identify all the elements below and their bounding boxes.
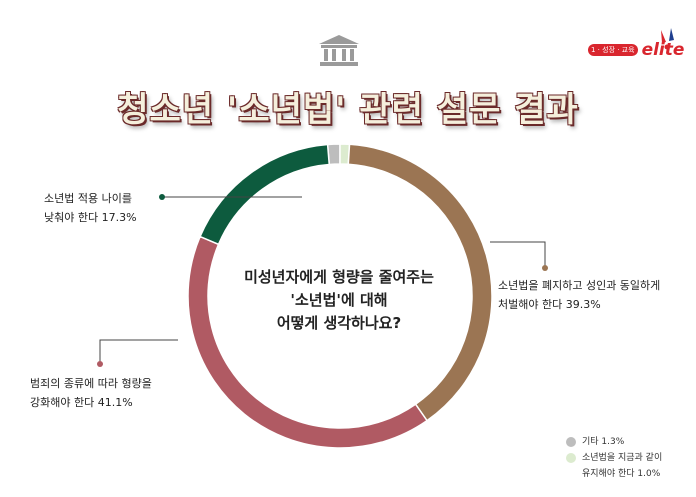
leader-line-crime bbox=[99, 339, 178, 364]
brand-logo: 1 · 성장 · 교육 elite bbox=[588, 40, 684, 60]
center-question-line: 미성년자에게 형량을 줄여주는 bbox=[244, 268, 434, 286]
center-question-line: 어떻게 생각하나요? bbox=[276, 314, 402, 332]
slice-label-line: 낮춰야 한다 17.3% bbox=[44, 211, 137, 224]
brand-tag: 1 · 성장 · 교육 bbox=[588, 44, 638, 56]
slice-age bbox=[199, 143, 331, 246]
slice-label-abolish: 소년법을 폐지하고 성인과 동일하게 처벌해야 한다 39.3% bbox=[498, 276, 660, 314]
legend-label: 기타 1.3% bbox=[582, 437, 625, 447]
brand-name: elite bbox=[641, 40, 685, 60]
leader-line-abolish bbox=[490, 241, 546, 268]
legend-swatch bbox=[566, 453, 576, 463]
slice-label-line: 강화해야 한다 41.1% bbox=[30, 396, 133, 409]
slice-label-line: 소년법을 폐지하고 성인과 동일하게 bbox=[498, 279, 661, 292]
page-title: 청소년 '소년법' 관련 설문 결과 bbox=[117, 90, 579, 130]
court-building-icon bbox=[319, 35, 359, 66]
legend: 기타 1.3% 소년법을 지금과 같이 유지해야 한다 1.0% bbox=[566, 434, 662, 482]
slice-label-line: 처벌해야 한다 39.3% bbox=[498, 298, 601, 311]
slice-label-line: 범죄의 종류에 따라 형량을 bbox=[30, 377, 152, 390]
center-question-line: '소년법'에 대해 bbox=[290, 291, 388, 309]
slice-label-age: 소년법 적용 나이를 낮춰야 한다 17.3% bbox=[44, 189, 137, 227]
legend-item-other: 기타 1.3% bbox=[566, 434, 662, 450]
legend-label-continued: 유지해야 한다 1.0% bbox=[582, 469, 661, 479]
sparkle-icon bbox=[661, 28, 674, 50]
legend-swatch bbox=[566, 437, 576, 447]
leader-dot-abolish bbox=[542, 265, 548, 271]
leader-dot-age bbox=[159, 194, 165, 200]
slice-label-line: 소년법 적용 나이를 bbox=[44, 192, 132, 205]
slice-label-crime: 범죄의 종류에 따라 형량을 강화해야 한다 41.1% bbox=[30, 374, 152, 412]
leader-dot-crime bbox=[97, 361, 103, 367]
center-question: 미성년자에게 형량을 줄여주는 '소년법'에 대해 어떻게 생각하나요? bbox=[214, 266, 464, 335]
legend-label: 소년법을 지금과 같이 bbox=[582, 453, 663, 463]
legend-item-keep: 소년법을 지금과 같이 bbox=[566, 450, 662, 466]
